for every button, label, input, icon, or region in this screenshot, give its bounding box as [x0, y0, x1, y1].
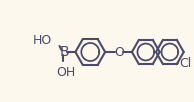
- Text: O: O: [114, 45, 124, 59]
- Text: HO: HO: [32, 34, 52, 48]
- Text: Cl: Cl: [179, 57, 191, 70]
- Text: OH: OH: [56, 66, 75, 79]
- Text: B: B: [60, 45, 69, 59]
